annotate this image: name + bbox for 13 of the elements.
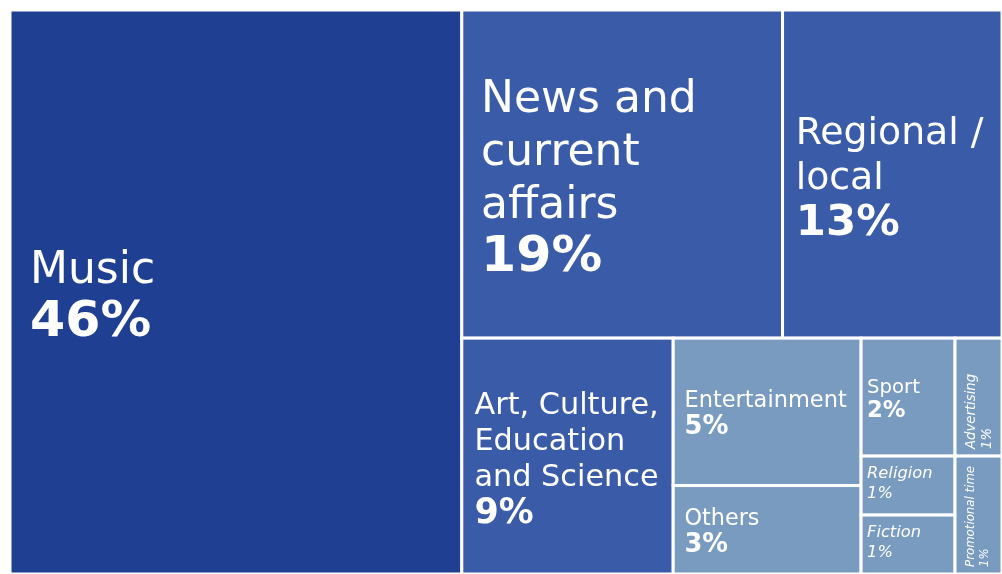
data-label: 5% <box>684 410 729 441</box>
data-label: 1% <box>867 541 893 561</box>
data-label: 3% <box>684 528 729 559</box>
category-label: Entertainment <box>684 386 847 413</box>
category-label: Advertising <box>963 373 979 450</box>
category-label: Promotional time <box>962 465 977 567</box>
data-label: 1% <box>979 427 995 449</box>
category-label: Fiction <box>867 522 922 542</box>
category-label: Religion <box>867 463 933 483</box>
category-label: Others <box>684 504 760 531</box>
data-label: 1% <box>977 548 991 567</box>
category-label: Sport <box>867 375 921 399</box>
data-label: 1% <box>867 482 893 502</box>
